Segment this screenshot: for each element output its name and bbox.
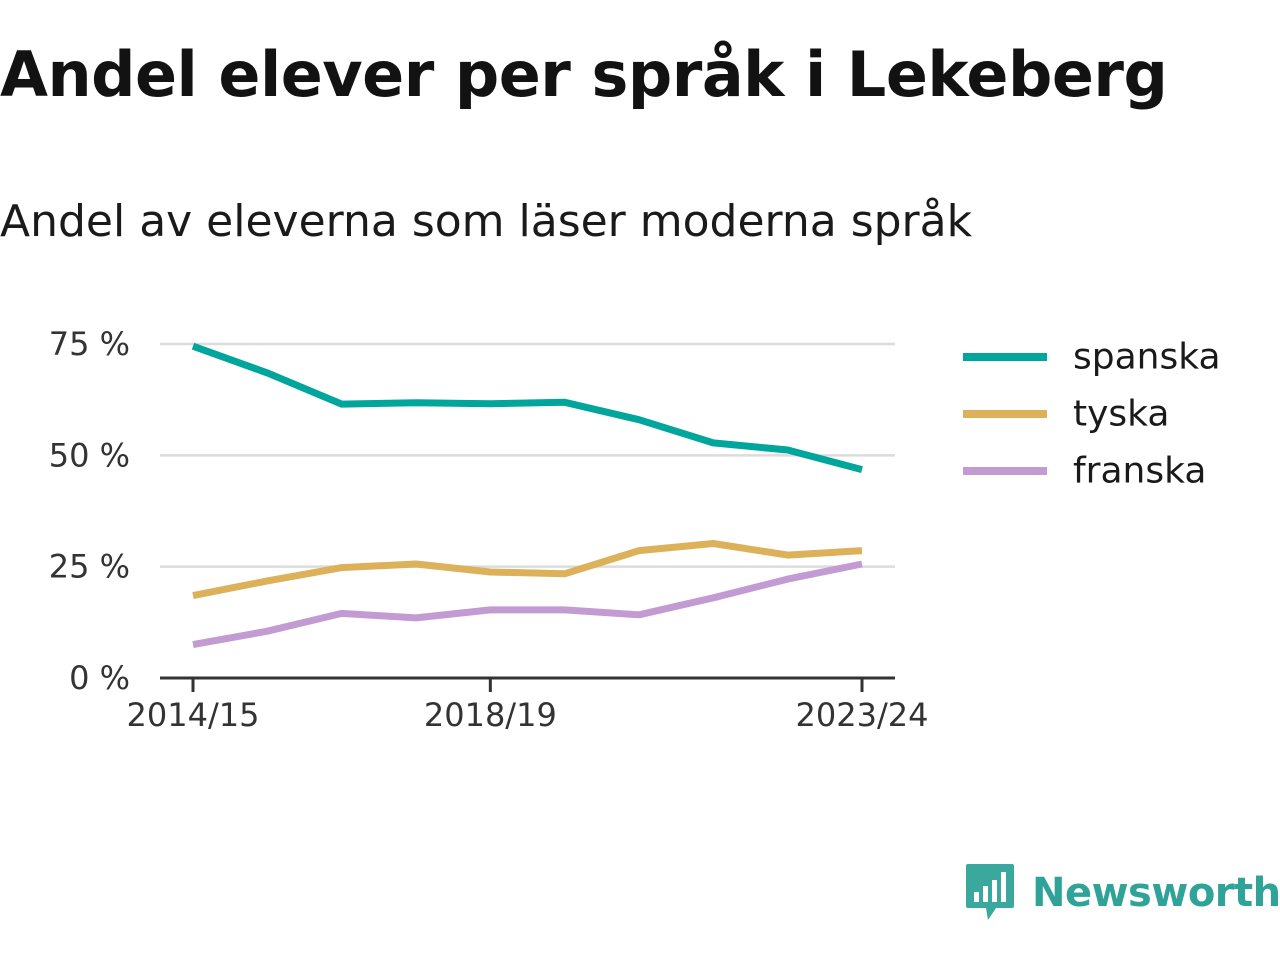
brand-name: Newsworthy	[1032, 870, 1280, 916]
newsworthy-logo-icon	[966, 864, 1014, 920]
series-lines	[191, 342, 863, 649]
series-line-franska	[192, 560, 863, 649]
legend-label-tyska: tyska	[1073, 394, 1169, 435]
x-tick-label: 2023/24	[796, 696, 929, 734]
legend-label-spanska: spanska	[1073, 337, 1221, 378]
axes: 0 % 25 % 50 % 75 % 2014/15 2018/19 2023/24	[49, 325, 929, 734]
y-tick-label: 75 %	[49, 325, 130, 363]
legend: spanska tyska franska	[963, 337, 1221, 492]
series-line-spanska	[191, 342, 863, 473]
line-chart: 0 % 25 % 50 % 75 % 2014/15 2018/19 2023/24 spa…	[49, 325, 1221, 734]
y-tick-label: 50 %	[49, 436, 130, 474]
legend-label-franska: franska	[1073, 451, 1206, 492]
y-tick-label: 25 %	[49, 548, 130, 586]
newsworthy-logo: Newsworthy	[964, 862, 1280, 924]
x-tick-label: 2014/15	[127, 696, 260, 734]
y-tick-label: 0 %	[69, 659, 130, 697]
gridlines	[160, 342, 895, 568]
chart-title: Andel elever per språk i Lekeberg	[0, 38, 1168, 111]
series-line-tyska	[192, 540, 863, 600]
chart-subtitle: Andel av eleverna som läser moderna språ…	[0, 196, 973, 247]
x-tick-label: 2018/19	[424, 696, 557, 734]
